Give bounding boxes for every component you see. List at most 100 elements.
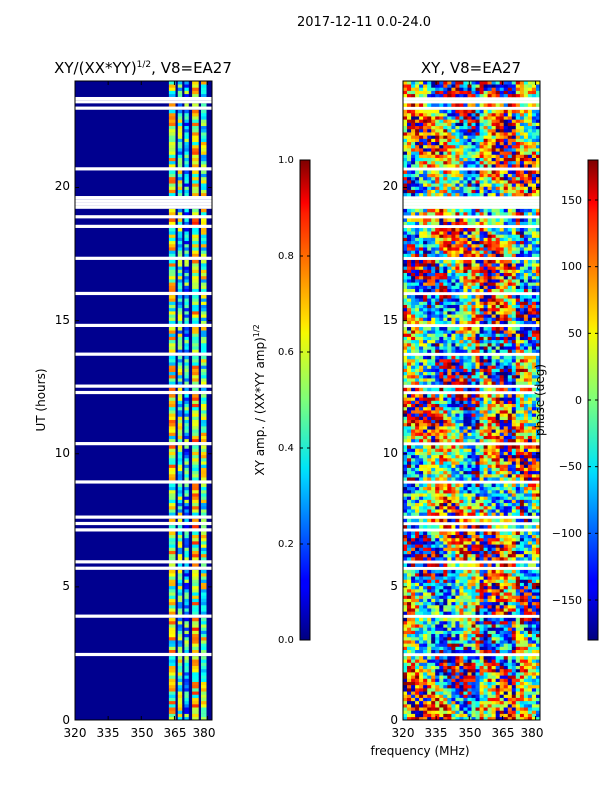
phase-cell — [511, 317, 517, 321]
amp-cell — [177, 525, 183, 529]
phase-cell — [435, 314, 440, 318]
phase-cell — [467, 573, 472, 577]
phase-cell — [467, 541, 472, 545]
phase-cell — [443, 630, 448, 635]
phase-cell — [479, 675, 484, 679]
amp-cell — [168, 691, 176, 695]
phase-cell — [499, 473, 505, 478]
phase-cell — [427, 358, 432, 363]
amp-cell — [184, 93, 189, 98]
phase-flagged-row — [403, 390, 540, 395]
phase-cell — [536, 541, 540, 545]
phase-cell — [511, 617, 517, 622]
phase-cell — [507, 550, 513, 555]
phase-cell — [423, 620, 428, 625]
phase-cell — [451, 668, 456, 673]
phase-cell — [423, 358, 428, 363]
phase-cell — [503, 368, 509, 373]
phase-cell — [415, 665, 420, 670]
phase-cell — [511, 464, 517, 468]
phase-cell — [467, 589, 472, 593]
phase-cell — [527, 601, 533, 606]
phase-cell — [459, 358, 464, 363]
amp-cell — [168, 410, 176, 414]
phase-cell — [459, 486, 464, 491]
phase-cell — [471, 461, 476, 465]
phase-cell — [407, 656, 412, 660]
phase-cell — [467, 617, 472, 622]
phase-cell — [495, 624, 501, 628]
phase-cell — [475, 620, 480, 625]
phase-cell — [407, 668, 412, 673]
phase-cell — [459, 426, 464, 430]
phase-cell — [495, 563, 501, 567]
phase-cell — [487, 467, 492, 472]
phase-cell — [515, 713, 521, 718]
phase-cell — [487, 713, 492, 718]
phase-cell — [495, 601, 501, 606]
phase-cell — [503, 589, 509, 593]
phase-cell — [527, 422, 533, 427]
phase-cell — [471, 448, 476, 452]
amp-cell — [168, 429, 176, 433]
phase-cell — [479, 512, 484, 516]
phase-cell — [503, 400, 509, 404]
phase-cell — [419, 400, 424, 404]
phase-cell — [527, 531, 533, 535]
phase-cell — [431, 557, 436, 561]
amp-cell — [184, 678, 189, 682]
phase-cell — [403, 317, 408, 321]
amp-cell — [168, 458, 176, 462]
phase-cell — [499, 544, 505, 548]
phase-cell — [479, 684, 484, 689]
phase-cell — [455, 541, 460, 545]
amp-cell — [192, 362, 199, 366]
amp-cell — [177, 557, 183, 561]
phase-cell — [519, 585, 525, 590]
phase-cell — [479, 633, 484, 638]
phase-cell — [491, 502, 496, 507]
phase-cell — [491, 467, 496, 472]
phase-cell — [527, 378, 533, 382]
amp-cell — [192, 365, 199, 369]
amp-cell — [192, 489, 199, 494]
phase-cell — [487, 307, 492, 312]
phase-cell — [423, 413, 428, 417]
phase-cell — [423, 512, 428, 516]
phase-cell — [487, 448, 492, 452]
phase-cell — [503, 678, 509, 682]
phase-cell — [403, 601, 408, 606]
amp-cell — [201, 186, 207, 190]
phase-cell — [411, 435, 416, 440]
phase-cell — [435, 557, 440, 561]
phase-cell — [419, 505, 424, 510]
phase-cell — [487, 665, 492, 670]
phase-cell — [519, 419, 525, 424]
phase-cell — [403, 518, 408, 523]
phase-cell — [479, 550, 484, 555]
phase-cell — [531, 646, 537, 650]
phase-cell — [459, 576, 464, 580]
phase-cell — [519, 314, 525, 318]
phase-cell — [451, 365, 456, 369]
phase-cell — [423, 643, 428, 647]
phase-cell — [423, 662, 428, 666]
phase-cell — [423, 496, 428, 500]
phase-cell — [515, 416, 521, 420]
phase-cell — [435, 381, 440, 385]
amp-cell — [168, 416, 176, 420]
amp-cell — [201, 275, 207, 280]
phase-cell — [459, 643, 464, 647]
phase-cell — [475, 563, 480, 567]
phase-cell — [491, 400, 496, 404]
phase-cell — [411, 314, 416, 318]
phase-cell — [459, 627, 464, 631]
amp-cell — [168, 234, 176, 238]
phase-cell — [519, 624, 525, 628]
phase-cell — [431, 704, 436, 708]
phase-cell — [459, 339, 464, 344]
phase-cell — [536, 342, 540, 347]
amp-cell — [201, 470, 207, 475]
phase-cell — [423, 339, 428, 344]
phase-cell — [463, 470, 468, 475]
